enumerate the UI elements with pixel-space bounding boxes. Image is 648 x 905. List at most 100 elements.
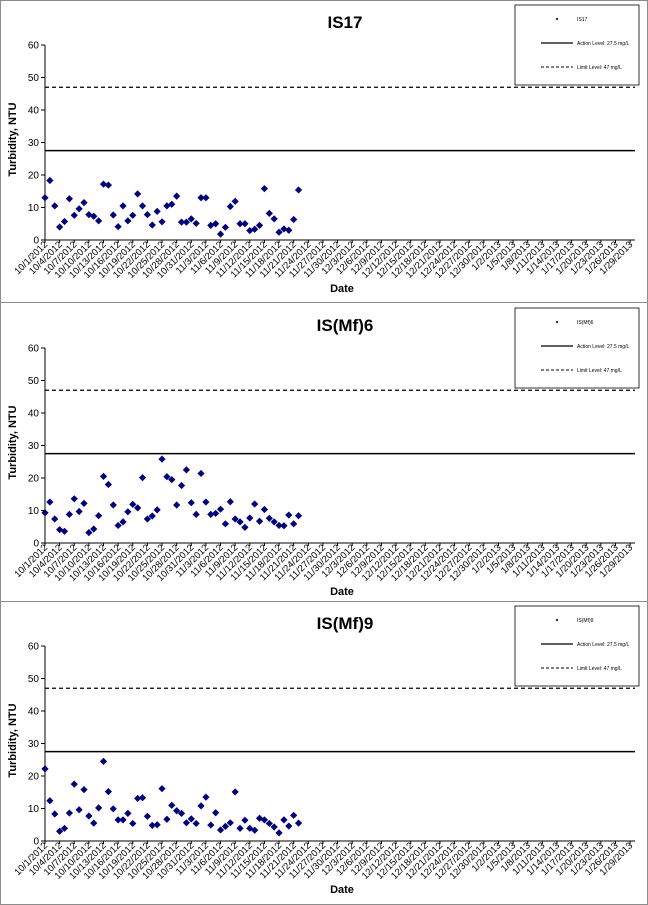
x-axis-label: Date: [330, 884, 354, 896]
y-tick-label: 10: [28, 804, 40, 815]
data-point: [65, 809, 73, 817]
data-point: [197, 802, 205, 810]
data-point: [80, 499, 88, 507]
data-point: [158, 785, 166, 793]
chart-title: IS(Mf)6: [317, 316, 374, 335]
y-tick-label: 0: [33, 236, 39, 247]
data-point: [158, 218, 166, 226]
data-point: [280, 522, 288, 530]
legend-marker-diamond: [555, 17, 559, 21]
data-point: [173, 192, 181, 200]
data-point: [177, 809, 186, 817]
legend-label: IS(Mf)9: [577, 618, 594, 624]
data-point: [168, 200, 176, 208]
y-tick-label: 10: [28, 506, 40, 517]
legend-label: Action Level: 27.5 mg/L: [577, 642, 629, 648]
data-point: [95, 512, 103, 520]
data-point: [124, 217, 132, 225]
data-point: [80, 786, 88, 794]
data-point: [187, 499, 195, 507]
data-point: [99, 472, 108, 480]
data-point: [226, 498, 234, 506]
data-point: [41, 765, 49, 773]
data-point: [46, 797, 54, 805]
data-point: [138, 794, 147, 802]
data-point: [202, 194, 210, 202]
y-tick-label: 30: [28, 138, 40, 149]
data-point: [212, 509, 220, 518]
data-point: [114, 521, 122, 530]
data-point: [177, 481, 186, 490]
data-point: [290, 215, 298, 224]
data-point: [236, 518, 244, 526]
data-point: [104, 480, 112, 489]
data-point: [192, 819, 200, 828]
data-point: [46, 498, 54, 506]
data-point: [90, 819, 98, 827]
data-point: [221, 223, 230, 231]
data-point: [260, 816, 269, 824]
y-tick-label: 30: [28, 739, 40, 750]
chart-panel-1: IS17 IS17 Action Level: 27.5 mg/L Limit Lev…: [0, 0, 648, 304]
legend-label: Limit Level: 47 mg/L: [577, 368, 622, 374]
data-point: [75, 205, 83, 213]
data-point: [197, 469, 205, 478]
legend-label: Action Level: 27.5 mg/L: [577, 41, 629, 47]
data-point: [212, 809, 220, 817]
data-point: [75, 806, 83, 814]
data-point: [129, 211, 137, 219]
data-point: [143, 812, 151, 820]
y-tick-label: 40: [28, 707, 40, 718]
legend-label: Limit Level: 47 mg/L: [577, 65, 622, 71]
x-axis-label: Date: [330, 283, 354, 295]
data-point: [80, 199, 88, 207]
data-point: [216, 230, 225, 238]
data-point: [119, 816, 127, 824]
y-tick-label: 50: [28, 674, 40, 685]
data-point: [143, 211, 151, 219]
data-point: [56, 827, 64, 835]
data-point: [221, 520, 230, 528]
data-point: [109, 501, 117, 509]
data-point: [182, 218, 191, 226]
data-point: [51, 202, 59, 210]
y-tick-label: 20: [28, 171, 40, 182]
data-point: [187, 215, 195, 223]
data-point: [56, 223, 64, 231]
data-point: [251, 225, 259, 233]
data-point: [158, 455, 166, 463]
chart-panel-2: IS(Mf)6 IS(Mf)6 Action Level: 27.5 mg/L Lim…: [0, 302, 648, 603]
legend-box: [514, 4, 640, 86]
y-tick-label: 0: [33, 837, 39, 848]
y-tick-label: 50: [28, 73, 40, 84]
data-point: [231, 197, 239, 205]
data-point: [216, 826, 225, 834]
y-tick-label: 40: [28, 409, 40, 420]
data-point: [207, 821, 215, 829]
data-point: [114, 816, 122, 824]
data-point: [119, 202, 127, 210]
data-point: [197, 194, 205, 202]
data-point: [65, 195, 73, 203]
legend-marker-diamond: [555, 618, 559, 622]
y-tick-label: 30: [28, 441, 40, 452]
legend-label: Limit Level: 47 mg/L: [577, 666, 622, 672]
data-point: [60, 527, 69, 535]
legend: IS(Mf)9 Action Level: 27.5 mg/L Limit Leve…: [514, 605, 640, 687]
legend-label: Action Level: 27.5 mg/L: [577, 344, 629, 350]
data-point: [173, 501, 181, 509]
data-point: [65, 510, 73, 518]
data-point: [85, 812, 93, 820]
data-point: [138, 474, 147, 482]
y-tick-label: 20: [28, 474, 40, 485]
legend-box: [514, 605, 640, 687]
data-point: [212, 220, 220, 228]
data-point: [153, 506, 161, 514]
data-point: [104, 181, 112, 189]
data-point: [270, 518, 278, 526]
data-point: [124, 508, 132, 516]
chart-is-mf-9: IS(Mf)9 IS(Mf)9 Action Level: 27.5 mg/L Lim…: [7, 605, 640, 896]
data-point: [202, 498, 210, 506]
data-point: [148, 221, 156, 229]
legend: IS17 Action Level: 27.5 mg/L Limit Level: …: [514, 4, 640, 86]
